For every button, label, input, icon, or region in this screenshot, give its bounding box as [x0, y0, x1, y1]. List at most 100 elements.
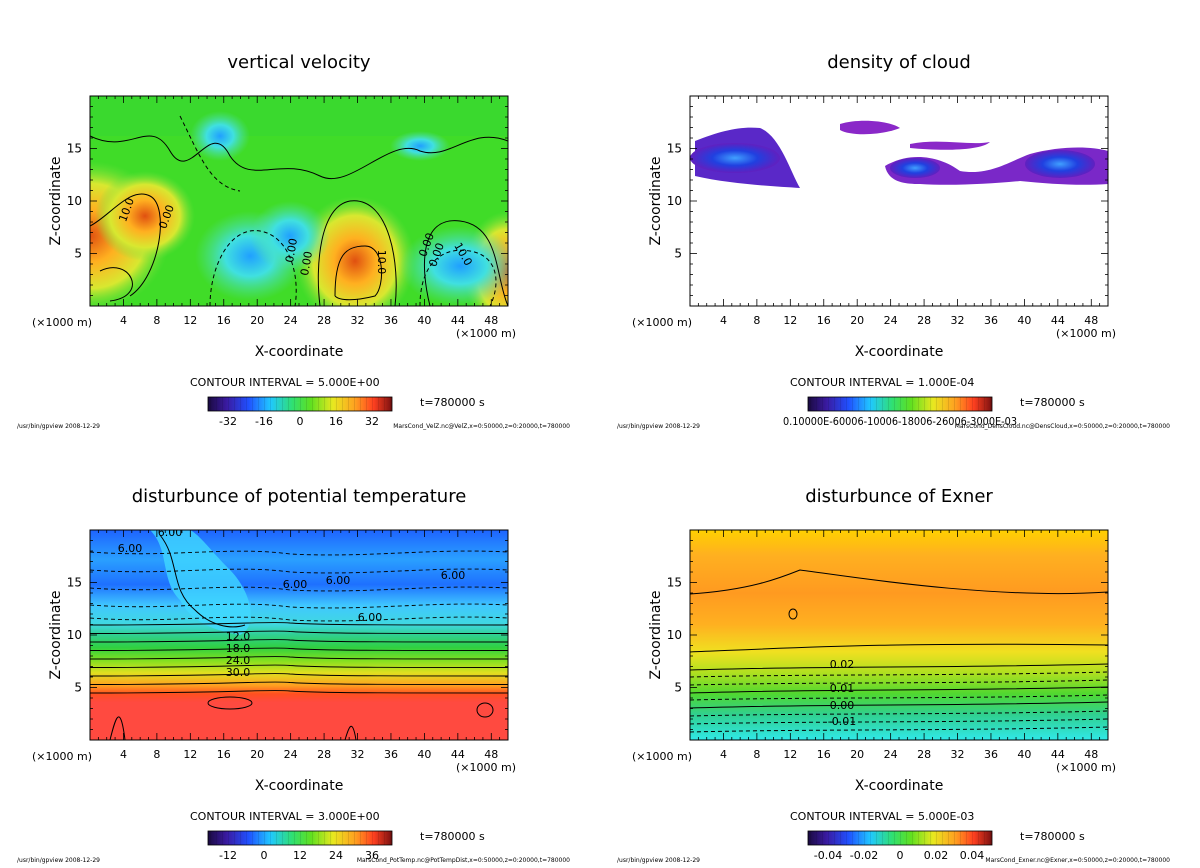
y-tick-label: 10 — [667, 194, 682, 208]
y-tick-label: 5 — [74, 247, 82, 261]
y-tick-label: 10 — [67, 194, 82, 208]
plot-area: 0.02 0.01 0.00 -0.01 — [690, 530, 1108, 740]
x-tick-label: 24 — [884, 748, 898, 761]
y-axis-label: Z-coordinate — [648, 590, 664, 679]
contour-label: 0.02 — [830, 658, 855, 671]
colorbar-tick-label: -12 — [219, 849, 237, 862]
x-tick-label: 20 — [250, 314, 264, 327]
x-tick-label: 24 — [284, 748, 298, 761]
x-unit-left: (×1000 m) — [32, 316, 92, 329]
contour-label: 6.00 — [158, 526, 183, 539]
x-tick-label: 24 — [884, 314, 898, 327]
x-unit-right: (×1000 m) — [1056, 761, 1116, 774]
x-tick-label: 32 — [951, 314, 965, 327]
contour-label: 0.00 — [298, 250, 315, 276]
footer-right: MarsCond_DensCloud.nc@DensCloud,x=0:5000… — [955, 423, 1170, 430]
x-axis-label: X-coordinate — [255, 778, 344, 794]
x-tick-label: 40 — [417, 314, 431, 327]
contour-label: 6.00 — [283, 578, 308, 591]
x-tick-label: 44 — [1051, 314, 1065, 327]
plot-area — [690, 96, 1108, 306]
colorbar-tick-label: 0 — [261, 849, 268, 862]
x-tick-label: 8 — [153, 748, 160, 761]
colorbar-tick-label: 36 — [365, 849, 379, 862]
colorbar-tick-label: -32 — [219, 415, 237, 428]
contour-label: 6.00 — [441, 569, 466, 582]
colorbar-tick-label: 0 — [297, 415, 304, 428]
contour-label: -0.01 — [828, 715, 856, 728]
x-tick-label: 32 — [951, 748, 965, 761]
contour-interval: CONTOUR INTERVAL = 5.000E-03 — [790, 810, 974, 823]
x-tick-label: 8 — [753, 748, 760, 761]
x-tick-label: 48 — [1084, 748, 1098, 761]
x-unit-right: (×1000 m) — [456, 761, 516, 774]
contour-label: 6.00 — [118, 542, 143, 555]
contour-label: 10.0 — [375, 250, 388, 275]
chart-title: disturbunce of potential temperature — [132, 486, 467, 507]
x-unit-left: (×1000 m) — [32, 750, 92, 763]
x-tick-label: 32 — [351, 748, 365, 761]
x-tick-label: 40 — [1017, 314, 1031, 327]
x-tick-label: 12 — [783, 748, 797, 761]
contour-label: 0.00 — [830, 699, 855, 712]
y-tick-label: 10 — [67, 628, 82, 642]
x-tick-label: 28 — [917, 314, 931, 327]
x-tick-label: 12 — [183, 314, 197, 327]
x-axis-label: X-coordinate — [255, 344, 344, 360]
chart-title: density of cloud — [827, 52, 971, 73]
y-tick-label: 5 — [674, 247, 682, 261]
x-tick-label: 36 — [984, 314, 998, 327]
footer-left: /usr/bin/gpview 2008-12-29 — [617, 857, 700, 864]
time-label: t=780000 s — [420, 396, 485, 409]
x-unit-right: (×1000 m) — [456, 327, 516, 340]
x-tick-label: 20 — [850, 314, 864, 327]
contour-label: 12.0 — [226, 630, 251, 643]
colorbar-tick-label: 0 — [897, 849, 904, 862]
contour-label: 6.00 — [358, 611, 383, 624]
x-tick-label: 16 — [817, 748, 831, 761]
x-tick-label: 32 — [351, 314, 365, 327]
chart-title: disturbunce of Exner — [805, 486, 993, 507]
x-tick-label: 4 — [720, 748, 727, 761]
x-tick-label: 48 — [1084, 314, 1098, 327]
y-tick-label: 15 — [667, 576, 682, 590]
x-unit-left: (×1000 m) — [632, 750, 692, 763]
x-unit-left: (×1000 m) — [632, 316, 692, 329]
y-tick-label: 15 — [67, 142, 82, 156]
colorbar-tick-label: -0.02 — [850, 849, 878, 862]
x-tick-label: 20 — [250, 748, 264, 761]
colorbar-tick-label: -16 — [255, 415, 273, 428]
y-tick-label: 5 — [74, 681, 82, 695]
x-tick-label: 44 — [451, 314, 465, 327]
x-tick-label: 4 — [120, 314, 127, 327]
contour-label: 0.01 — [830, 682, 855, 695]
x-tick-label: 4 — [120, 748, 127, 761]
x-tick-label: 44 — [1051, 748, 1065, 761]
y-axis-label: Z-coordinate — [48, 590, 64, 679]
x-tick-label: 36 — [984, 748, 998, 761]
chart-title: vertical velocity — [227, 52, 371, 73]
contour-label: 18.0 — [226, 642, 251, 655]
footer-left: /usr/bin/gpview 2008-12-29 — [17, 423, 100, 430]
field-background — [90, 530, 508, 740]
x-tick-label: 8 — [153, 314, 160, 327]
x-tick-label: 12 — [783, 314, 797, 327]
x-tick-label: 40 — [1017, 748, 1031, 761]
x-axis-label: X-coordinate — [855, 344, 944, 360]
x-tick-label: 28 — [317, 748, 331, 761]
x-tick-label: 48 — [484, 314, 498, 327]
contour-label: 30.0 — [226, 666, 251, 679]
y-axis-label: Z-coordinate — [48, 156, 64, 245]
x-tick-label: 24 — [284, 314, 298, 327]
x-tick-label: 48 — [484, 748, 498, 761]
colorbar-tick-label: -0.04 — [814, 849, 842, 862]
x-tick-label: 16 — [217, 314, 231, 327]
x-tick-label: 28 — [317, 314, 331, 327]
contour-label: 6.00 — [326, 574, 351, 587]
colorbar-tick-label: 24 — [329, 849, 343, 862]
colorbar-tick-label: 0.02 — [924, 849, 949, 862]
